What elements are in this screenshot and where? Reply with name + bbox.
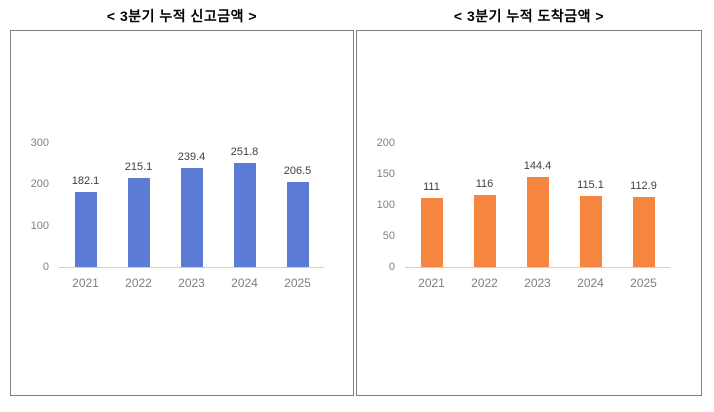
bar-value-label: 111	[423, 181, 440, 194]
y-tick-label: 150	[376, 168, 395, 180]
declared-amount-chart: 0 100 200 300 182.1 2021 215.1 2022 239.4 2023 25…	[10, 30, 354, 396]
y-tick-label: 0	[42, 261, 49, 273]
plot-area: 182.1 2021 215.1 2022 239.4 2023 251.8 2024 206.…	[59, 143, 324, 290]
y-tick-label: 300	[30, 137, 49, 149]
y-axis: 0 50 100 150 200	[357, 137, 401, 273]
bar-value-label: 251.8	[230, 145, 259, 158]
bar-2025	[286, 181, 309, 267]
bar-value-label: 239.4	[177, 151, 206, 164]
y-axis: 0 100 200 300	[11, 137, 55, 273]
x-tick-label: 2024	[577, 276, 604, 290]
x-tick-label: 2025	[284, 276, 311, 290]
bar-2024	[233, 162, 256, 267]
y-tick-label: 100	[30, 219, 49, 232]
x-tick-label: 2025	[630, 276, 657, 290]
x-tick-label: 2022	[471, 276, 498, 290]
x-tick-label: 2023	[178, 276, 205, 290]
y-tick-label: 0	[388, 261, 395, 273]
y-tick-label: 200	[30, 178, 49, 191]
chart-title: < 3분기 누적 신고금액 >	[106, 8, 258, 24]
y-tick-label: 100	[376, 199, 395, 211]
y-tick-label: 50	[382, 230, 395, 242]
bar-2025	[632, 197, 655, 267]
bar-2024	[579, 195, 602, 267]
bar-value-label: 116	[475, 178, 494, 191]
bar-value-label: 206.5	[283, 164, 312, 177]
bar-value-label: 115.1	[577, 178, 604, 191]
x-tick-label: 2021	[72, 276, 99, 290]
bar-value-label: 112.9	[630, 180, 657, 193]
bar-2023	[526, 177, 549, 267]
x-tick-label: 2024	[231, 276, 258, 290]
arrived-amount-chart: 0 50 100 150 200 111 2021 116 2022 144.4 2023 115.…	[356, 30, 702, 396]
bar-value-label: 215.1	[124, 161, 153, 174]
y-tick-label: 200	[376, 137, 395, 149]
bar-value-label: 144.4	[523, 160, 552, 173]
bar-2023	[180, 168, 203, 267]
chart-title: < 3분기 누적 도착금액 >	[453, 8, 605, 24]
x-tick-label: 2021	[418, 276, 445, 290]
bar-2022	[473, 195, 496, 267]
bar-2022	[127, 178, 150, 267]
bar-2021	[74, 191, 97, 267]
x-tick-label: 2022	[125, 276, 152, 290]
plot-area: 111 2021 116 2022 144.4 2023 115.1 2024 112.9 202…	[405, 143, 670, 290]
bar-value-label: 182.1	[71, 174, 100, 187]
bar-2021	[420, 198, 443, 267]
x-tick-label: 2023	[524, 276, 551, 290]
